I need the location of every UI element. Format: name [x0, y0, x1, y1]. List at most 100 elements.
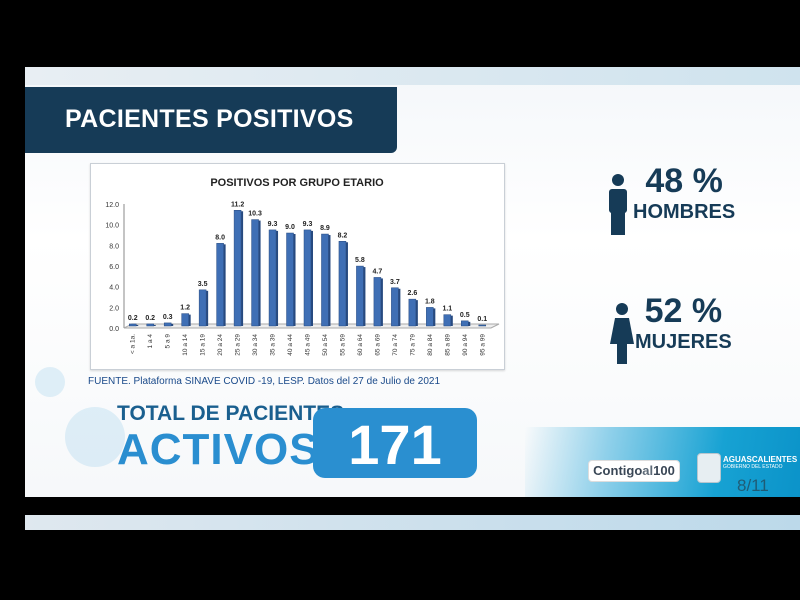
total-value-box: 171	[313, 408, 477, 478]
women-stat: 52 % MUJERES	[635, 292, 732, 354]
data-label: 8.9	[320, 225, 330, 232]
bar-side	[398, 288, 401, 326]
bar	[268, 229, 277, 327]
data-label: 4.7	[373, 268, 383, 275]
bar-side	[450, 315, 453, 326]
bar-side	[153, 324, 156, 326]
total-label: TOTAL DE PACIENTES	[117, 402, 345, 425]
x-tick-label: 5 a 9	[165, 334, 172, 349]
chart-title: POSITIVOS POR GRUPO ETARIO	[210, 177, 384, 189]
slide: PACIENTES POSITIVOS POSITIVOS POR GRUPO …	[25, 67, 800, 497]
data-label: 5.8	[355, 257, 365, 264]
men-percent: 48 %	[645, 162, 723, 200]
bar-side	[223, 244, 226, 326]
x-tick-label: 25 a 29	[235, 334, 242, 356]
x-tick-label: 75 a 79	[409, 334, 416, 356]
x-tick-label: 1 a 4	[147, 334, 154, 349]
y-tick-label: 8.0	[109, 243, 119, 250]
x-tick-label: 40 a 44	[287, 334, 294, 356]
bar	[321, 233, 329, 327]
y-tick-label: 0.0	[109, 326, 119, 333]
bar	[233, 210, 242, 327]
title-bar: PACIENTES POSITIVOS	[25, 87, 397, 153]
x-tick-label: 70 a 74	[392, 334, 399, 356]
x-tick-label: < a 1a.	[130, 334, 137, 354]
bar	[251, 219, 259, 327]
bar-side	[345, 242, 348, 326]
data-label: 1.1	[442, 306, 452, 313]
women-percent: 52 %	[644, 292, 723, 330]
bar	[426, 307, 434, 327]
x-tick-label: 45 a 49	[305, 334, 312, 356]
bar	[478, 324, 487, 327]
bar	[198, 289, 207, 327]
bar	[391, 287, 399, 327]
bar	[356, 265, 364, 327]
men-label: HOMBRES	[633, 201, 736, 223]
men-stat: 48 % HOMBRES	[633, 162, 735, 224]
x-tick-label: 35 a 39	[270, 334, 277, 356]
data-label: 0.2	[145, 315, 155, 322]
bar-side	[258, 220, 261, 326]
chart: POSITIVOS POR GRUPO ETARIO 0.0 2.0 4.0 6.0 8.…	[90, 163, 505, 370]
bar-side	[380, 278, 383, 326]
data-label: 9.3	[268, 221, 278, 228]
bar	[443, 314, 452, 327]
chart-svg: POSITIVOS POR GRUPO ETARIO 0.0 2.0 4.0 6.0 8.…	[105, 177, 500, 356]
data-label: 0.5	[460, 312, 470, 319]
bar	[181, 313, 189, 327]
data-label: 9.3	[303, 221, 313, 228]
x-tick-label: 10 a 14	[182, 334, 189, 356]
source-note: FUENTE. Plataforma SINAVE COVID -19, LES…	[88, 376, 441, 387]
y-tick-label: 4.0	[109, 285, 119, 292]
y-tick-label: 10.0	[105, 223, 119, 230]
bar	[286, 232, 294, 327]
data-label: 8.0	[215, 234, 225, 241]
data-label: 0.3	[163, 314, 173, 321]
bar-side	[188, 314, 191, 326]
bar	[408, 298, 417, 327]
bar	[373, 277, 382, 327]
data-label: 1.8	[425, 298, 435, 305]
x-tick-label: 55 a 59	[339, 334, 346, 356]
total-label-active: ACTIVOS	[117, 425, 320, 474]
y-tick-label: 6.0	[109, 264, 119, 271]
y-tick-label: 12.0	[105, 202, 119, 209]
bar	[128, 323, 137, 327]
state-seal-icon	[697, 453, 721, 483]
x-tick-label: 15 a 19	[200, 334, 207, 356]
contigo-logo: Contigoal100	[588, 460, 680, 482]
bar-side	[206, 290, 209, 326]
y-tick-label: 2.0	[109, 305, 119, 312]
bar	[146, 323, 154, 327]
data-label: 1.2	[180, 305, 190, 312]
x-tick-label: 95 a 99	[479, 334, 486, 356]
x-tick-label: 20 a 24	[217, 334, 224, 356]
bar	[338, 241, 347, 327]
bar-side	[293, 234, 296, 326]
next-slide-strip	[25, 515, 800, 530]
x-tick-label: 60 a 64	[357, 334, 364, 356]
male-person-icon	[609, 174, 627, 235]
data-label: 8.2	[338, 232, 348, 239]
bar-side	[415, 300, 418, 326]
bar	[216, 243, 224, 327]
x-tick-label: 85 a 89	[444, 334, 451, 356]
bar-side	[328, 235, 331, 326]
x-tick-label: 90 a 94	[462, 334, 469, 356]
bar-side	[311, 230, 313, 326]
women-label: MUJERES	[635, 331, 732, 353]
x-tick-label: 80 a 84	[427, 334, 434, 356]
bar	[163, 322, 172, 327]
bar-side	[468, 321, 471, 326]
data-label: 11.2	[231, 201, 244, 208]
virus-decoration	[35, 367, 65, 397]
data-label: 2.6	[407, 290, 417, 297]
bar-side	[171, 323, 174, 326]
state-logo: AGUASCALIENTES GOBIERNO DEL ESTADO	[723, 455, 798, 470]
bar-side	[136, 324, 139, 326]
data-label: 0.1	[477, 316, 487, 323]
bar	[303, 229, 312, 327]
data-label: 9.0	[285, 224, 295, 231]
virus-decoration	[65, 407, 125, 467]
